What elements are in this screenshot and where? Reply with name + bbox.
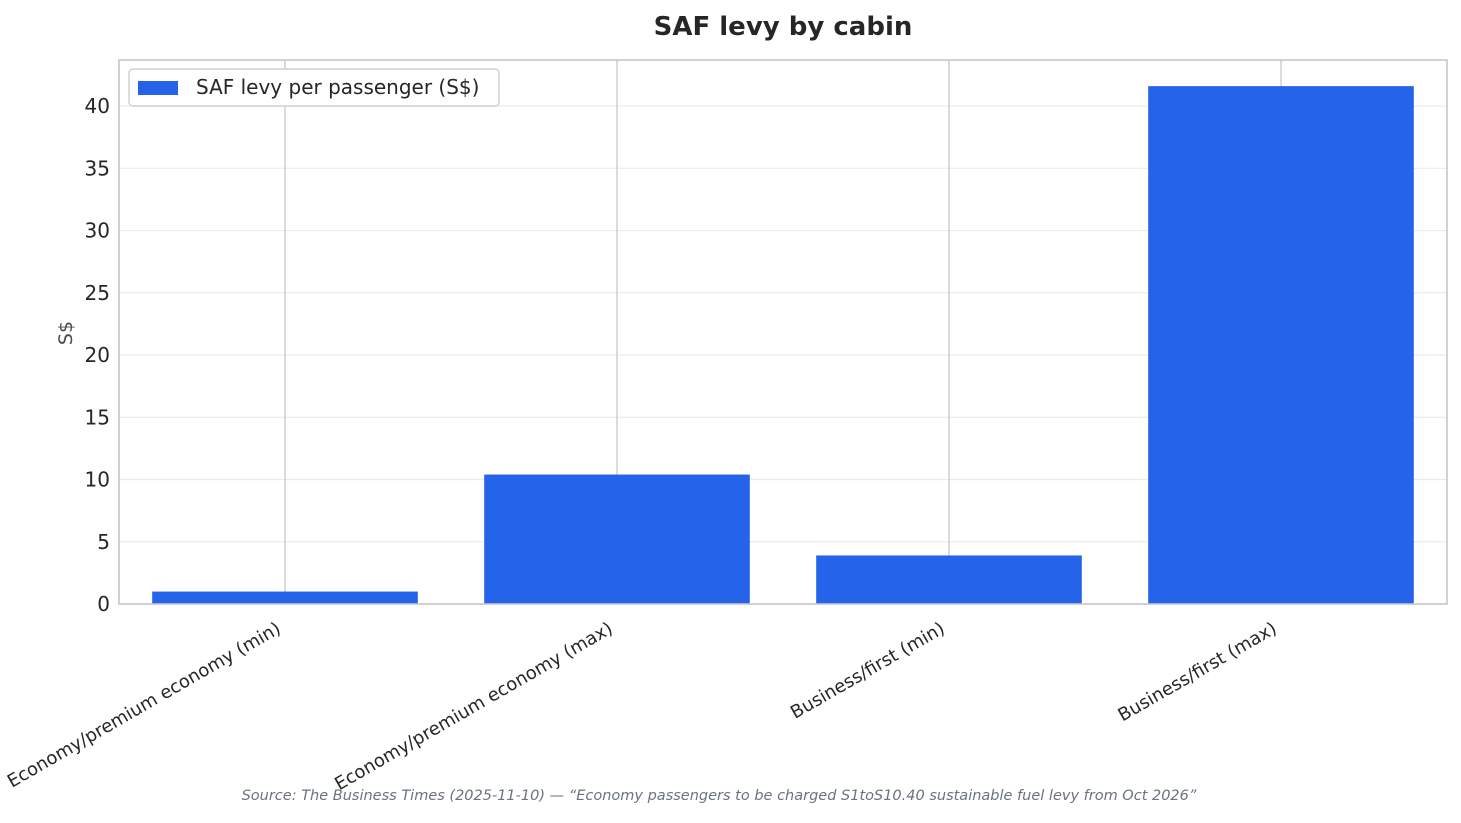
x-tick-label: Business/first (max) <box>1114 618 1280 726</box>
source-note: Source: The Business Times (2025-11-10) … <box>241 788 1197 804</box>
y-tick-label: 5 <box>97 530 110 554</box>
bar <box>484 474 750 604</box>
bar <box>816 555 1082 604</box>
y-tick-label: 20 <box>85 343 110 367</box>
x-tick-label: Economy/premium economy (min) <box>4 618 285 792</box>
chart-title: SAF levy by cabin <box>654 12 913 42</box>
x-tick-label: Economy/premium economy (max) <box>331 618 616 795</box>
y-tick-label: 25 <box>85 281 110 305</box>
plot-area: 0 5 10 15 20 25 30 35 40 Economy/premium economy … <box>4 59 1448 795</box>
y-tick-label: 10 <box>85 468 110 492</box>
y-tick-label: 15 <box>85 405 110 429</box>
y-tick-label: 30 <box>85 219 110 243</box>
bar <box>152 591 418 604</box>
y-tick-label: 0 <box>97 592 110 616</box>
legend-box <box>128 68 500 107</box>
plot-frame <box>118 59 1448 605</box>
x-tick-label: Business/first (min) <box>787 618 948 723</box>
y-axis-label: S$ <box>55 321 77 345</box>
legend-label: SAF levy per passenger (S$) <box>196 75 479 99</box>
legend-swatch <box>138 81 178 95</box>
bar <box>1148 86 1414 605</box>
y-tick-label: 40 <box>85 94 110 118</box>
y-tick-label: 35 <box>85 156 110 180</box>
